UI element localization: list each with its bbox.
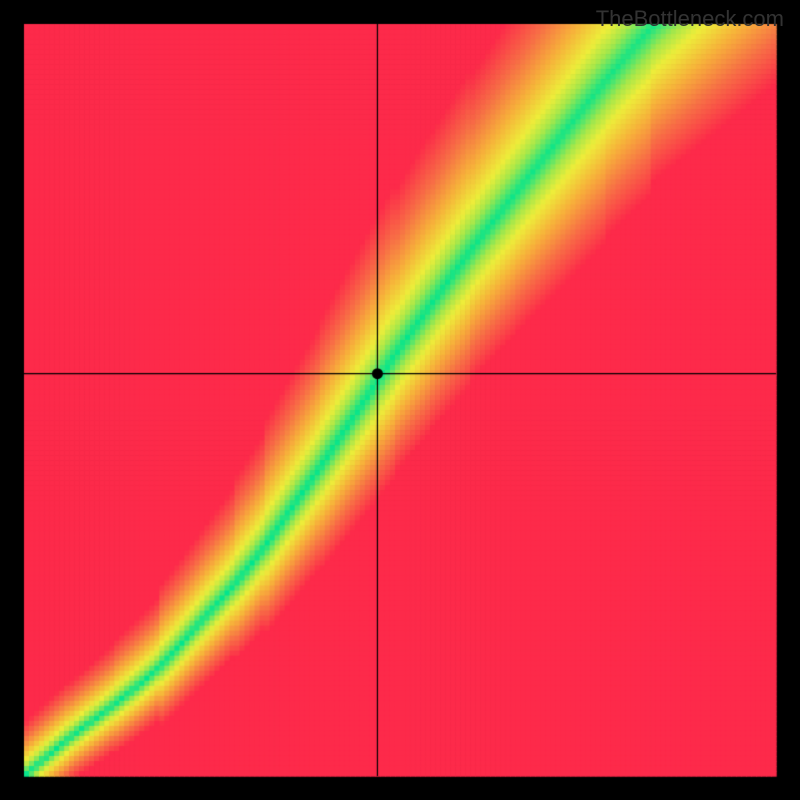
watermark-source: TheBottleneck.com <box>596 6 784 32</box>
bottleneck-heatmap <box>0 0 800 800</box>
